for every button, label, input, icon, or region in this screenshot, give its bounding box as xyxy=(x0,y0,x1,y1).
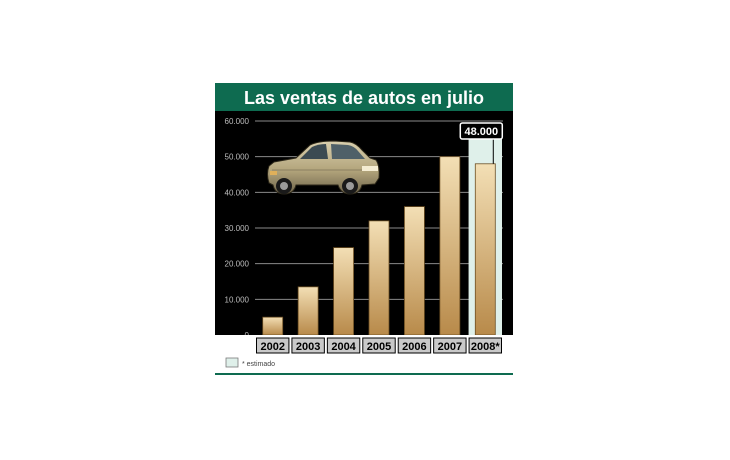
value-callout: 48.000 xyxy=(459,122,504,164)
y-tick-label: 20.000 xyxy=(225,260,250,269)
category-box xyxy=(397,337,432,354)
category-label: 2004 xyxy=(331,341,356,353)
category-label: 2008* xyxy=(471,341,500,353)
chart-title: Las ventas de autos en julio xyxy=(244,88,484,108)
y-tick-label: 10.000 xyxy=(225,295,250,304)
y-tick-label: 60.000 xyxy=(225,117,250,126)
x-axis-labels: 2002 2003 2004 2005 2006 2007 2008* xyxy=(256,337,503,354)
y-tick-label: 50.000 xyxy=(225,153,250,162)
category-box xyxy=(468,337,503,354)
bar-2008 xyxy=(474,163,496,336)
category-box xyxy=(433,337,467,354)
category-box xyxy=(362,337,396,354)
plot-area xyxy=(215,111,513,352)
callout-box xyxy=(459,122,504,140)
car-illustration xyxy=(267,140,380,195)
bar-2006 xyxy=(404,206,425,336)
category-label: 2003 xyxy=(296,341,320,353)
bar-2005 xyxy=(368,220,390,336)
y-tick-label: 30.000 xyxy=(225,224,250,233)
footnote: * estimado xyxy=(242,361,275,368)
category-label: 2005 xyxy=(367,341,391,353)
category-box xyxy=(256,337,290,354)
footer-area xyxy=(215,355,513,375)
category-box xyxy=(326,337,361,354)
bars xyxy=(262,156,496,336)
bar-2002 xyxy=(262,316,284,336)
category-label: 2002 xyxy=(260,341,284,353)
category-label: 2007 xyxy=(438,341,462,353)
bar-2003 xyxy=(297,286,319,336)
y-tick-label: 40.000 xyxy=(225,188,250,197)
chart-title-banner xyxy=(215,83,513,111)
category-box xyxy=(291,337,325,354)
bar-2004 xyxy=(333,247,354,336)
bar-2007 xyxy=(439,156,461,336)
category-label: 2006 xyxy=(402,341,426,353)
footnote-swatch xyxy=(225,357,239,368)
callout-label: 48.000 xyxy=(464,126,498,138)
